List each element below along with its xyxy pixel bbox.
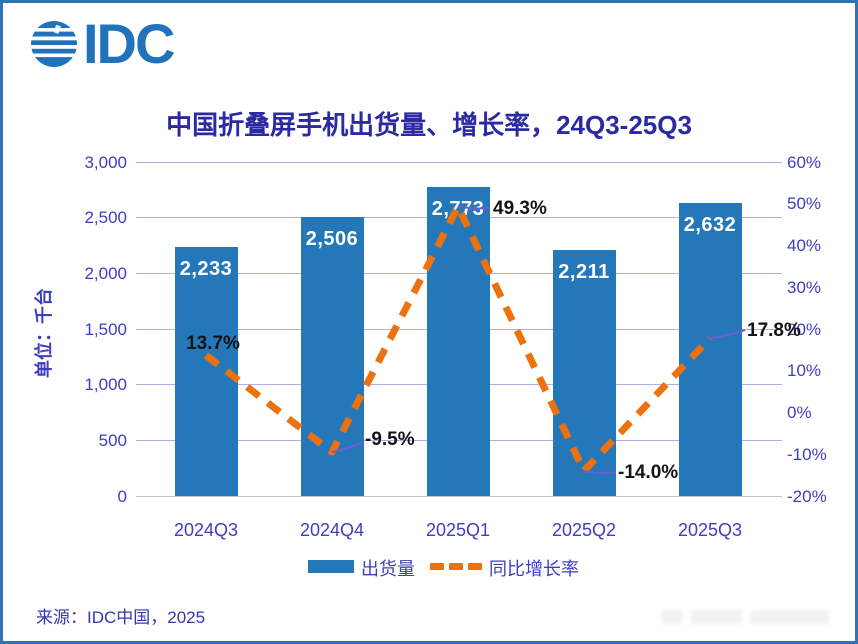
- x-axis-category-label: 2025Q2: [551, 520, 617, 540]
- grid-line: [136, 495, 782, 497]
- y-axis-tick-label: 1,500: [84, 319, 127, 339]
- x-axis-category-label: 2025Q1: [425, 520, 491, 540]
- idc-globe-icon: [31, 21, 77, 67]
- bar-value-label: 2,632: [683, 213, 737, 236]
- growth-rate-label: -14.0%: [618, 462, 679, 483]
- x-axis-category-label: 2024Q3: [173, 520, 239, 540]
- chart-legend: 出货量 同比增长率: [3, 554, 855, 580]
- secondary-axis-tick-label: 40%: [787, 236, 822, 255]
- grid-line: [136, 161, 782, 163]
- y-axis-tick-label: 1,000: [84, 375, 127, 395]
- bar: 2,632: [678, 202, 742, 496]
- bar: 2,233: [174, 247, 238, 496]
- secondary-axis-tick-label: 60%: [787, 152, 822, 172]
- growth-rate-label: 17.8%: [747, 320, 801, 341]
- chart-title: 中国折叠屏手机出货量、增长率，24Q3-25Q3: [166, 110, 692, 140]
- bar: 2,773: [426, 187, 490, 496]
- legend-label-shipments: 出货量: [361, 559, 415, 579]
- secondary-axis-tick-label: 30%: [787, 277, 822, 297]
- bar-value-label: 2,233: [179, 258, 233, 281]
- secondary-axis-tick-label: -20%: [787, 486, 827, 506]
- growth-rate-label: 13.7%: [186, 333, 240, 354]
- y-axis-tick-label: 3,000: [84, 152, 127, 172]
- bar-value-label: 2,211: [558, 260, 610, 283]
- y-axis-tick-label: 0: [117, 486, 127, 506]
- legend-dash-swatch: [430, 563, 482, 570]
- secondary-axis-tick-label: -10%: [787, 444, 827, 464]
- bar: 2,506: [300, 216, 364, 496]
- y-axis-tick-label: 2,000: [84, 263, 127, 283]
- secondary-axis-tick-label: 20%: [787, 319, 822, 339]
- x-axis-category-label: 2025Q3: [677, 520, 743, 540]
- y-axis-title: 单位：千台: [34, 288, 54, 378]
- secondary-axis-tick-label: 0%: [787, 403, 812, 422]
- secondary-axis-tick-label: 10%: [787, 361, 822, 381]
- growth-rate-label: -9.5%: [365, 429, 415, 450]
- legend-bar-swatch: [308, 560, 354, 573]
- watermark: [661, 605, 837, 629]
- bar-value-label: 2,773: [431, 198, 485, 221]
- x-axis-category-label: 2024Q4: [299, 520, 365, 540]
- source-note: 来源：IDC中国，2025: [36, 608, 206, 627]
- growth-rate-label: 49.3%: [493, 198, 547, 219]
- y-axis-tick-label: 500: [98, 430, 127, 450]
- y-axis-tick-label: 2,500: [84, 208, 127, 228]
- legend-label-growth: 同比增长率: [489, 559, 579, 579]
- idc-logo-text: IDC: [83, 12, 175, 75]
- idc-logo: IDC: [31, 12, 175, 75]
- bar-value-label: 2,506: [305, 227, 359, 250]
- secondary-axis-tick-label: 50%: [787, 194, 822, 214]
- bar: 2,211: [552, 249, 616, 496]
